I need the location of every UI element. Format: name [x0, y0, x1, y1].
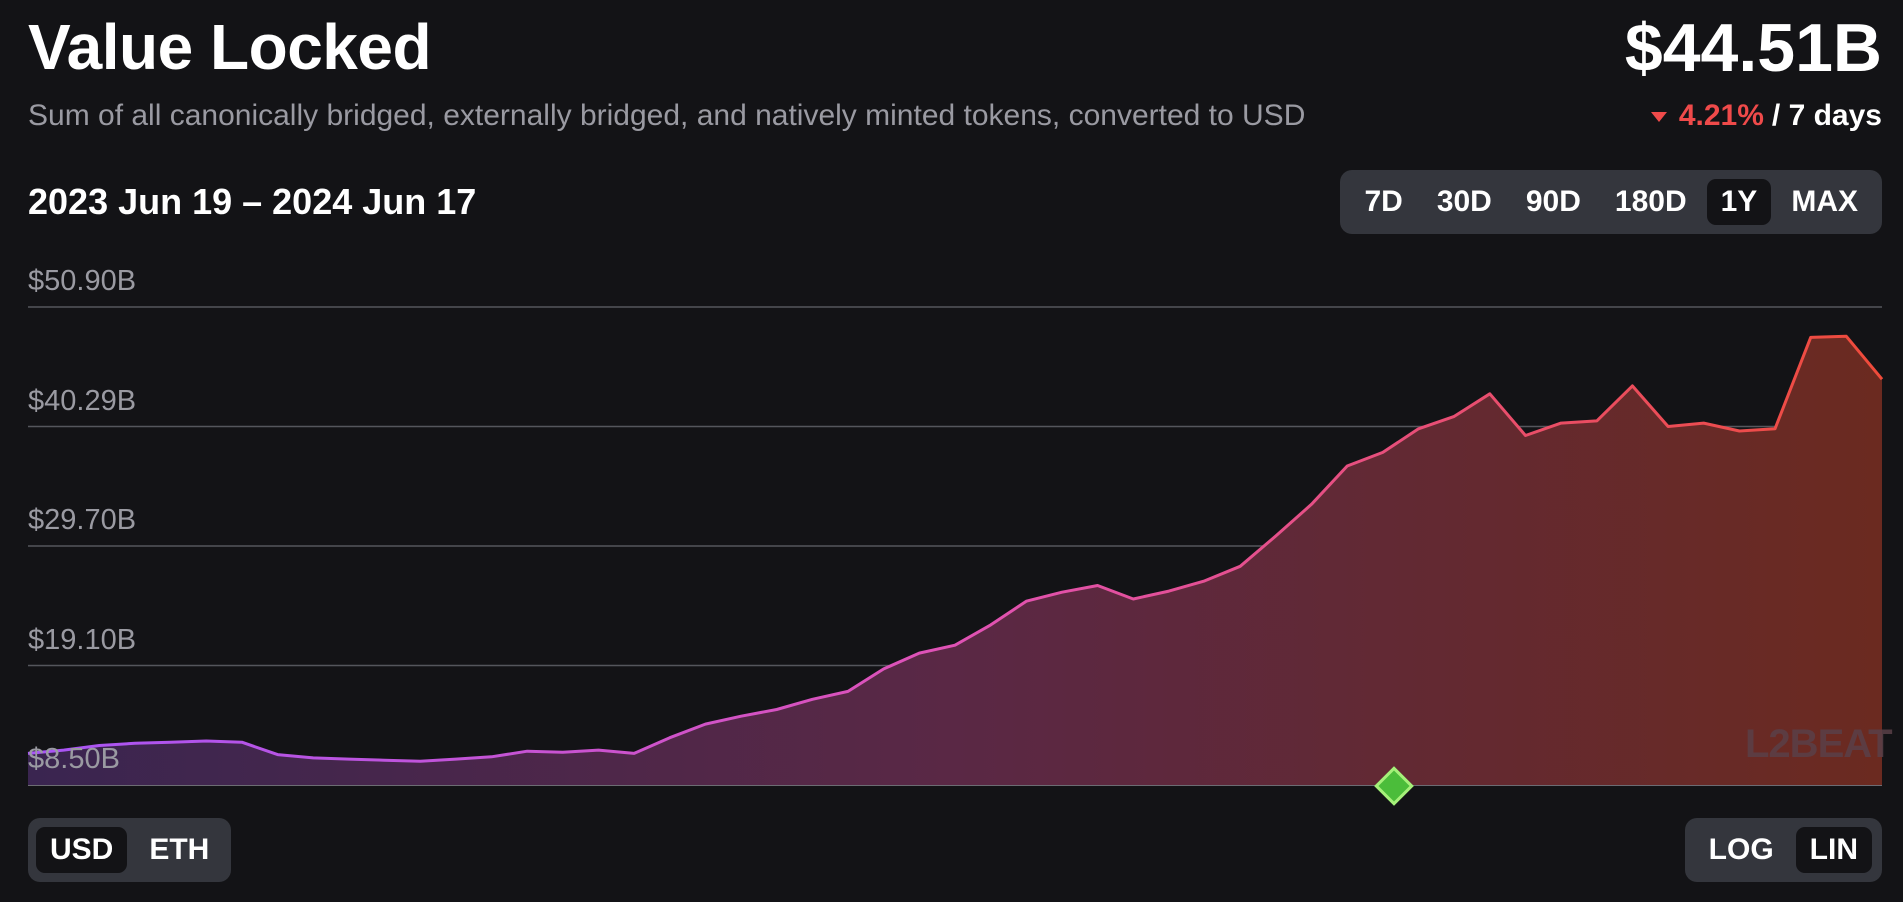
range-7d-button[interactable]: 7D: [1364, 185, 1403, 218]
area-fill: [28, 336, 1882, 785]
scale-selector: LOG LIN: [1684, 818, 1882, 882]
range-30d-button[interactable]: 30D: [1436, 185, 1492, 218]
range-selector: 7D 30D 90D 180D 1Y MAX: [1340, 170, 1882, 234]
change-period: / 7 days: [1771, 99, 1882, 132]
ytick-label: $40.29B: [28, 385, 137, 417]
ytick-label: $29.70B: [28, 504, 137, 536]
scale-log-button[interactable]: LOG: [1708, 833, 1774, 866]
currency-selector: USD ETH: [28, 818, 232, 882]
caret-down-icon: [1650, 112, 1667, 122]
page-title: Value Locked: [28, 11, 432, 83]
l2beat-watermark-logo: L2BEAT: [1745, 722, 1893, 766]
range-max-button[interactable]: MAX: [1791, 185, 1858, 218]
range-180d-button[interactable]: 180D: [1614, 185, 1687, 218]
change-percent: 4.21%: [1678, 99, 1764, 132]
ytick-label: $50.90B: [28, 265, 137, 297]
range-90d-button[interactable]: 90D: [1525, 185, 1581, 218]
series-line: [27, 334, 1884, 763]
currency-usd-button[interactable]: USD: [36, 827, 128, 873]
page-subtitle: Sum of all canonically bridged, external…: [28, 99, 1306, 132]
scale-lin-button[interactable]: LIN: [1795, 827, 1872, 873]
ytick-label: $19.10B: [28, 624, 137, 656]
currency-eth-button[interactable]: ETH: [149, 833, 210, 866]
event-marker-icon[interactable]: [1374, 766, 1414, 806]
total-value: $44.51B: [1624, 10, 1882, 86]
change-indicator: 4.21% / 7 days: [1650, 96, 1882, 136]
date-range: 2023 Jun 19 – 2024 Jun 17: [28, 181, 477, 222]
range-1y-button[interactable]: 1Y: [1706, 179, 1772, 225]
ytick-label: $8.50B: [28, 743, 120, 775]
